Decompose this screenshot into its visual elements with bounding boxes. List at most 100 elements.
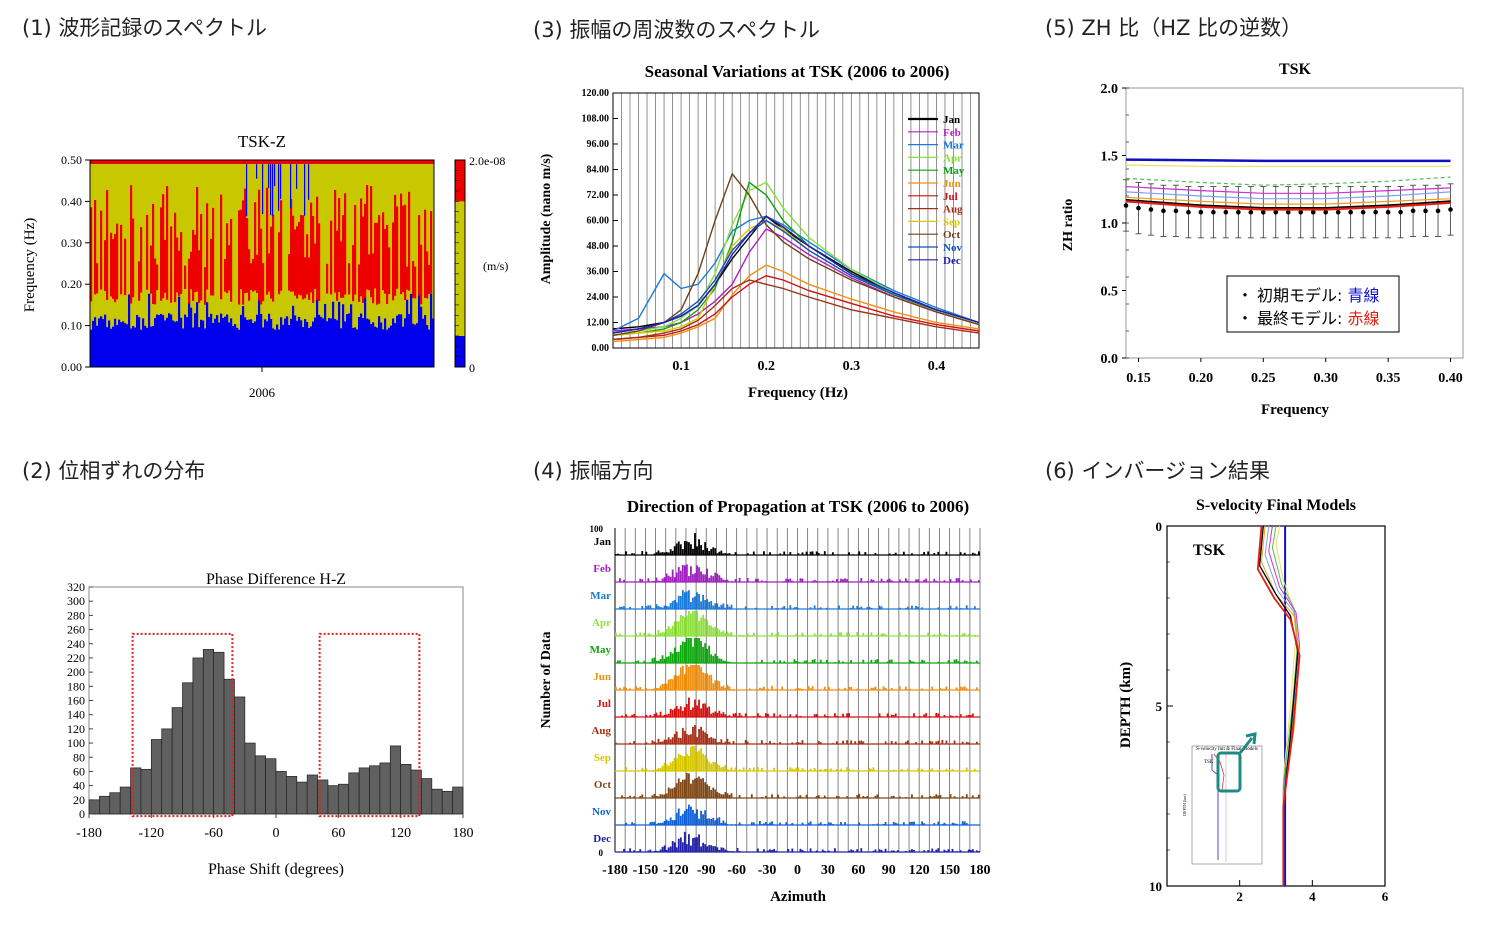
spectrogram-cell	[402, 205, 405, 293]
direction-bar	[718, 742, 721, 744]
spectrogram-cell	[290, 199, 293, 292]
direction-bar	[704, 574, 707, 582]
direction-bar	[817, 823, 820, 825]
direction-bar	[939, 794, 942, 798]
direction-bar	[677, 541, 680, 555]
spectrogram-cell	[156, 314, 159, 367]
spectrogram-cell	[258, 293, 261, 367]
direction-bar	[619, 554, 621, 555]
spectrogram-cell	[340, 328, 343, 367]
direction-bar	[919, 716, 921, 717]
direction-bar	[836, 741, 838, 744]
direction-bar	[732, 741, 735, 744]
spectrogram-cell	[358, 264, 361, 302]
direction-bar	[677, 567, 680, 582]
svel-model-line	[1271, 525, 1299, 886]
direction-bar	[671, 653, 674, 663]
direction-bar	[797, 767, 800, 771]
direction-bar	[639, 686, 642, 690]
direction-bar	[789, 824, 792, 825]
direction-bar	[795, 607, 798, 609]
spectrogram-cell	[412, 261, 415, 299]
direction-bar	[797, 688, 800, 690]
phase-bar	[99, 795, 111, 815]
direction-bar	[679, 782, 682, 798]
spectrogram-cell	[214, 318, 217, 367]
direction-bar	[728, 606, 731, 609]
direction-bar	[840, 578, 842, 582]
direction-bar	[716, 742, 719, 744]
direction-bar	[789, 552, 792, 555]
direction-bar	[639, 578, 642, 582]
direction-bar	[730, 767, 733, 771]
direction-bar	[651, 608, 654, 609]
spectrogram-cell	[266, 187, 269, 295]
direction-bar	[657, 550, 660, 555]
direction-bar	[690, 845, 692, 852]
direction-bar	[698, 539, 700, 555]
spectrogram-cell	[418, 295, 421, 367]
direction-bar	[947, 660, 950, 663]
direction-bar	[870, 579, 873, 582]
direction-bar	[690, 602, 692, 609]
seasonal-y-tick-label: 48.00	[587, 241, 610, 252]
direction-bar	[726, 553, 729, 555]
spectrogram-cell	[230, 218, 233, 302]
zh-observed-point	[1186, 209, 1191, 215]
direction-bar	[720, 794, 723, 798]
direction-bar	[653, 657, 656, 663]
spectrogram-cell	[310, 202, 313, 293]
direction-bar	[710, 737, 713, 744]
direction-bar	[702, 778, 705, 798]
direction-bar	[888, 578, 891, 582]
direction-bar	[929, 716, 932, 717]
direction-bar	[919, 662, 921, 663]
direction-bar	[817, 552, 820, 555]
direction-bar	[967, 849, 970, 852]
spectrogram-cell	[172, 320, 175, 367]
zh-x-label: Frequency	[1261, 402, 1330, 418]
direction-bar	[708, 845, 711, 852]
direction-bar	[953, 740, 956, 744]
direction-bar	[791, 580, 794, 582]
spectrogram-cell	[96, 325, 99, 367]
phase-bar	[337, 783, 350, 815]
direction-bar	[748, 635, 751, 636]
direction-bar	[941, 823, 944, 825]
direction-bar	[758, 715, 761, 717]
spectrogram-cell	[174, 212, 177, 303]
direction-bar	[722, 579, 725, 582]
direction-bar	[761, 688, 763, 690]
direction-bar	[907, 768, 909, 771]
spectrogram-cell	[130, 328, 133, 367]
direction-bar	[716, 680, 719, 690]
direction-bar	[714, 789, 717, 798]
direction-bar	[657, 822, 660, 825]
direction-bar	[771, 821, 773, 825]
direction-bar	[815, 796, 818, 798]
direction-bar	[720, 577, 723, 582]
direction-bar	[767, 688, 769, 690]
direction-bar	[852, 554, 855, 555]
direction-bar	[935, 849, 938, 852]
spectrogram-cell	[390, 325, 393, 367]
spectrogram-cell	[114, 318, 117, 367]
phase-x-tick-label: 180	[453, 826, 474, 841]
direction-bar	[801, 632, 804, 636]
zh-observed-point	[1348, 209, 1353, 215]
direction-bar	[663, 632, 666, 636]
direction-bar	[815, 580, 818, 582]
direction-bar	[696, 777, 698, 798]
direction-bar	[714, 738, 717, 744]
spectrogram-cell	[130, 185, 133, 304]
direction-month-label: Aug	[591, 725, 611, 737]
spectrogram-cell	[304, 257, 307, 299]
direction-bar	[971, 635, 974, 636]
spectrogram-cell	[412, 323, 415, 367]
direction-bar	[696, 592, 698, 609]
spectrogram-cell	[394, 323, 397, 367]
direction-bar	[904, 797, 907, 798]
seasonal-legend-label: Aug	[943, 204, 963, 216]
direction-bar	[677, 621, 680, 636]
direction-bar	[933, 796, 936, 798]
